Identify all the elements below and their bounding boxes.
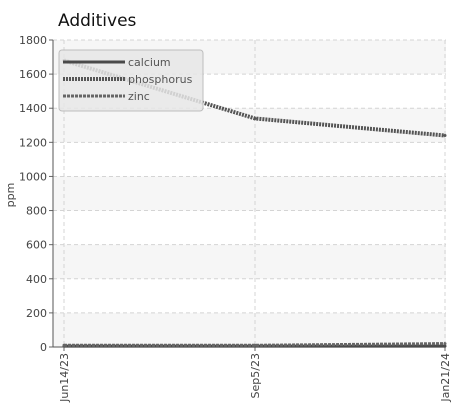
grid-band (53, 312, 446, 347)
y-tick-label: 600 (26, 239, 47, 252)
legend-label-phosphorus: phosphorus (128, 73, 193, 86)
legend: calcium phosphorus zinc (58, 49, 204, 112)
grid-band (53, 244, 446, 279)
legend-label-calcium: calcium (128, 56, 171, 69)
y-tick-label: 200 (26, 307, 47, 320)
legend-label-zinc: zinc (128, 90, 150, 103)
chart-title: Additives (58, 11, 137, 31)
x-tick-label: Jan21/24 (439, 353, 452, 403)
grid-band (53, 108, 446, 143)
y-tick-label: 1800 (19, 34, 47, 47)
y-tick-label: 400 (26, 273, 47, 286)
x-tick-label: Jun14/23 (58, 353, 71, 403)
data-point-phosphorus (253, 116, 257, 120)
y-tick-label: 1400 (19, 102, 47, 115)
y-tick-label: 800 (26, 205, 47, 218)
y-tick-label: 1000 (19, 170, 47, 183)
x-tick-label: Sep5/23 (249, 353, 262, 398)
data-point-zinc (62, 343, 66, 347)
grid-band (53, 176, 446, 211)
axes: 0 200 400 600 800 1000 1200 1400 1600 1800 Jun14/2… (19, 34, 452, 403)
y-axis-label: ppm (4, 183, 17, 208)
data-point-calcium (443, 344, 447, 348)
data-point-phosphorus (443, 134, 447, 138)
data-point-zinc (253, 343, 257, 347)
y-tick-label: 1200 (19, 136, 47, 149)
y-tick-label: 1600 (19, 68, 47, 81)
data-point-zinc (443, 342, 447, 346)
y-tick-label: 0 (40, 341, 47, 354)
